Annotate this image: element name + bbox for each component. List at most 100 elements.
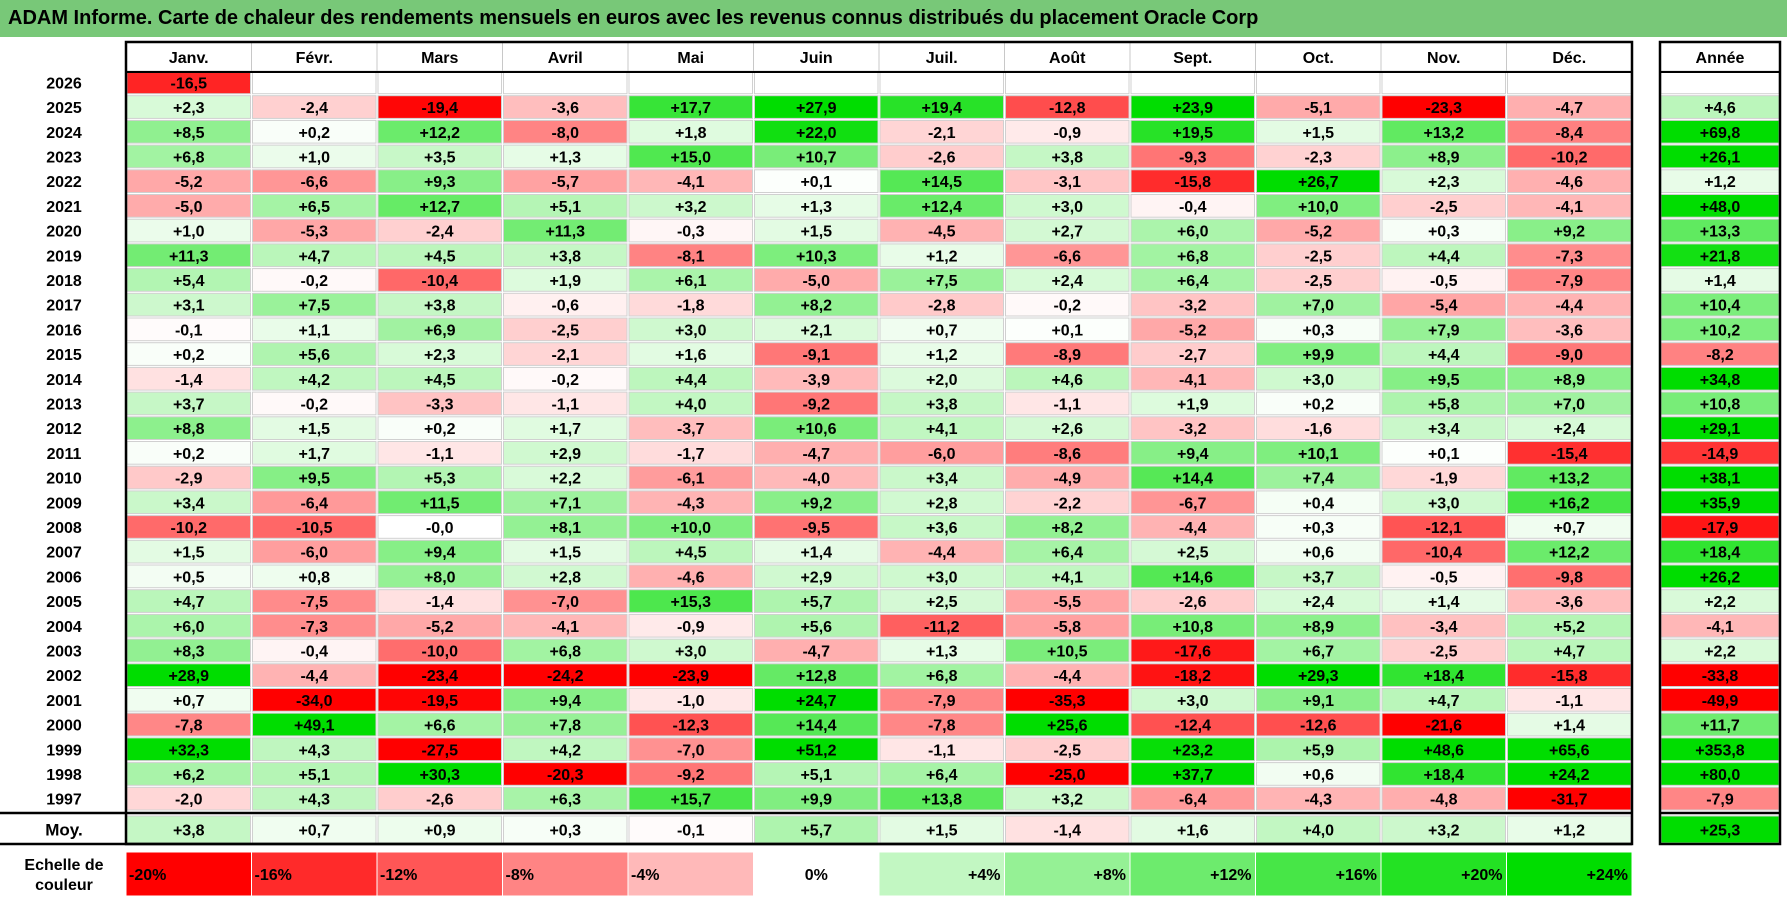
heat-cell (1256, 613, 1381, 638)
heat-cell (1005, 70, 1130, 95)
heat-cell (377, 688, 502, 712)
heat-cell (252, 95, 377, 119)
heat-cell (252, 366, 377, 391)
heat-cell-value: +5,1 (800, 767, 832, 784)
heat-cell-value: -3,4 (1430, 619, 1458, 636)
heat-cell-value: +0,3 (1302, 322, 1334, 339)
heat-cell-value: +8,9 (1302, 619, 1334, 636)
heat-cell (377, 70, 502, 95)
average-cell-value: +1,2 (1553, 823, 1585, 840)
heat-cell (1256, 70, 1381, 95)
heat-cell-value: -1,1 (426, 446, 454, 463)
heat-cell (1130, 564, 1255, 589)
heat-cell (252, 169, 377, 194)
annual-cell-value: +10,8 (1700, 396, 1741, 413)
heat-cell (1130, 119, 1255, 144)
heat-cell (628, 243, 753, 268)
heat-cell (1005, 95, 1130, 119)
heat-cell (879, 317, 1004, 342)
heat-cell-value: -5,2 (426, 619, 454, 636)
heat-cell (879, 712, 1004, 737)
heat-cell (879, 737, 1004, 762)
annual-cell-value: +26,2 (1700, 569, 1741, 586)
heat-cell (1381, 268, 1506, 292)
heat-cell (503, 169, 628, 194)
heat-cell-value: +2,6 (1051, 421, 1083, 438)
heat-cell-value: -12,4 (1175, 718, 1212, 735)
average-cell-value: +3,2 (1428, 823, 1460, 840)
heat-cell (252, 539, 377, 564)
heat-cell-value: +8,2 (1051, 520, 1083, 537)
heat-cell (1005, 465, 1130, 490)
heat-cell (503, 589, 628, 613)
heat-cell-value: +9,5 (1428, 372, 1460, 389)
heat-cell (1130, 737, 1255, 762)
annual-cell-value: +35,9 (1700, 495, 1741, 512)
heat-cell (503, 268, 628, 292)
heat-cell-value: +0,2 (1302, 396, 1334, 413)
heat-cell (503, 737, 628, 762)
heat-cell-value: -10,0 (422, 643, 459, 660)
heat-cell-value: -19,5 (422, 693, 459, 710)
heat-cell-value: +6,7 (1302, 643, 1334, 660)
heat-cell (754, 613, 879, 638)
heat-cell-value: -0,4 (1179, 199, 1207, 216)
heat-cell (1005, 712, 1130, 737)
heat-cell (503, 391, 628, 416)
heat-cell (754, 564, 879, 589)
heat-cell (628, 688, 753, 712)
heat-cell (1381, 391, 1506, 416)
heat-cell-value: +2,7 (1051, 224, 1083, 241)
heat-cell-value: -9,5 (802, 520, 830, 537)
heat-cell (252, 564, 377, 589)
heat-cell (628, 441, 753, 465)
heat-cell-value: -5,2 (175, 174, 203, 191)
heat-cell-value: +7,0 (1553, 396, 1585, 413)
heat-cell (754, 70, 879, 95)
average-cell (1381, 815, 1506, 844)
heat-cell (628, 292, 753, 317)
heat-cell-value: -1,1 (928, 742, 956, 759)
heat-cell-value: +9,9 (800, 792, 832, 809)
average-cell-value: +5,7 (800, 823, 832, 840)
heat-cell (1130, 539, 1255, 564)
heat-cell-value: -1,4 (175, 372, 203, 389)
heat-cell-value: -4,9 (1053, 471, 1081, 488)
heat-cell-value: -11,2 (924, 619, 960, 636)
average-cell (126, 815, 251, 844)
heat-cell (1381, 218, 1506, 243)
heat-cell (252, 391, 377, 416)
heat-cell-value: +3,6 (926, 520, 958, 537)
heat-cell-value: -9,2 (802, 396, 830, 413)
heat-cell-value: -5,8 (1053, 619, 1081, 636)
legend-label: -4% (631, 867, 659, 884)
heat-cell (377, 465, 502, 490)
heat-cell (1130, 613, 1255, 638)
heat-cell (1381, 292, 1506, 317)
heat-cell-value: +4,4 (675, 372, 707, 389)
heat-cell-value: +12,2 (1549, 545, 1590, 562)
average-row-label: Moy. (45, 821, 82, 840)
heat-cell (1256, 268, 1381, 292)
heat-cell-value: +3,2 (675, 199, 707, 216)
heat-cell (377, 613, 502, 638)
heat-cell-value: -6,1 (677, 471, 705, 488)
heat-cell-value: +10,8 (1173, 619, 1214, 636)
heat-cell-value: +1,3 (926, 643, 958, 660)
heat-cell-value: +6,1 (675, 273, 707, 290)
heat-cell-value: -23,3 (1426, 100, 1463, 117)
average-cell-value: -0,1 (677, 823, 705, 840)
heat-cell-value: -10,4 (422, 273, 459, 290)
heat-cell-value: +4,1 (926, 421, 958, 438)
heat-cell-value: +9,4 (1177, 446, 1209, 463)
heat-cell (1005, 564, 1130, 589)
heat-cell-value: +5,6 (800, 619, 832, 636)
heat-cell (1381, 490, 1506, 515)
heat-cell (503, 688, 628, 712)
heat-cell-value: -4,7 (802, 446, 830, 463)
heat-cell (754, 218, 879, 243)
heat-cell (1256, 762, 1381, 786)
row-year-label: 2005 (46, 594, 82, 611)
heat-cell-value: +2,3 (1428, 174, 1460, 191)
row-year-label: 2019 (46, 248, 82, 265)
